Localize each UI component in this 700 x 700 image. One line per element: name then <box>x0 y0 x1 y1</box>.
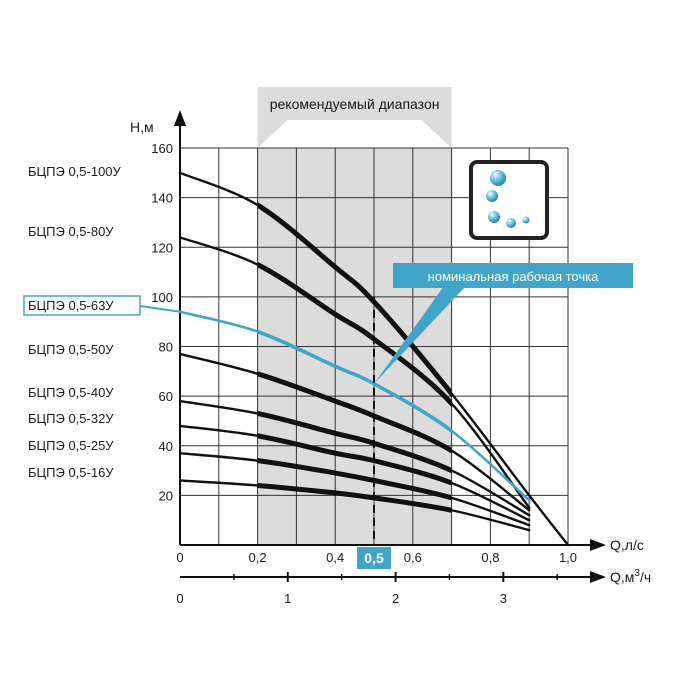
y-tick-label: 60 <box>159 389 173 404</box>
curve-2-range-segment <box>257 329 452 434</box>
x-axis2-label: Q,м3/ч <box>610 568 651 585</box>
series-label-2: БЦПЭ 0,5-63У <box>28 298 114 313</box>
x-tick-label: 0,4 <box>326 550 344 565</box>
x-axis-arrow <box>590 539 606 551</box>
y-axis-arrow <box>174 110 186 126</box>
y-tick-label: 100 <box>151 290 173 305</box>
curve-1-range-segment <box>257 261 452 408</box>
curve-0-range-segment <box>257 202 452 398</box>
y-tick-label: 40 <box>159 439 173 454</box>
x2-tick-label: 3 <box>500 591 507 606</box>
series-label-5: БЦПЭ 0,5-32У <box>28 411 114 426</box>
nominal-point-label: номинальная рабочая точка <box>428 269 599 284</box>
axes <box>174 110 606 583</box>
series-label-6: БЦПЭ 0,5-25У <box>28 438 114 453</box>
curve-3-range-segment <box>257 371 452 454</box>
series-label-leader <box>139 305 181 313</box>
x-axis-label: Q,л/с <box>610 537 644 553</box>
x2-tick-label: 1 <box>284 591 291 606</box>
nominal-point-callout: номинальная рабочая точка <box>374 263 633 384</box>
y-tick-label: 120 <box>151 240 173 255</box>
recommended-range-label: рекомендуемый диапазон <box>270 96 440 112</box>
y-tick-label: 80 <box>159 340 173 355</box>
series-label-4: БЦПЭ 0,5-40У <box>28 385 114 400</box>
series-label-1: БЦПЭ 0,5-80У <box>28 224 114 239</box>
series-label-frame <box>23 295 141 316</box>
curve-7-range-segment <box>257 482 452 513</box>
nominal-flow-label: 0,5 <box>364 550 384 566</box>
y-axis-label: Н,м <box>130 119 154 135</box>
x-axis2-arrow <box>590 571 606 583</box>
x-tick-label: 0 <box>176 550 183 565</box>
x2-tick-label: 0 <box>176 591 183 606</box>
y-tick-label: 20 <box>159 488 173 503</box>
y-tick-label: 160 <box>151 141 173 156</box>
y-tick-label: 140 <box>151 191 173 206</box>
x-tick-label: 0,8 <box>481 550 499 565</box>
x2-tick-label: 2 <box>392 591 399 606</box>
x-tick-label: 0,6 <box>404 550 422 565</box>
curve-6-range-segment <box>257 458 452 501</box>
x-tick-label: 0,2 <box>249 550 267 565</box>
performance-curves <box>178 171 570 547</box>
curve-5-range-segment <box>257 433 452 486</box>
curve-4-range-segment <box>257 410 452 474</box>
series-label-0: БЦПЭ 0,5-100У <box>28 164 122 179</box>
recommended-range-banner: рекомендуемый диапазон <box>257 87 452 148</box>
series-label-7: БЦПЭ 0,5-16У <box>28 465 114 480</box>
x-tick-label: 1,0 <box>559 550 577 565</box>
series-label-3: БЦПЭ 0,5-50У <box>28 342 114 357</box>
nominal-flow-badge: 0,5 <box>357 547 391 569</box>
water-bubbles-icon <box>469 160 549 240</box>
